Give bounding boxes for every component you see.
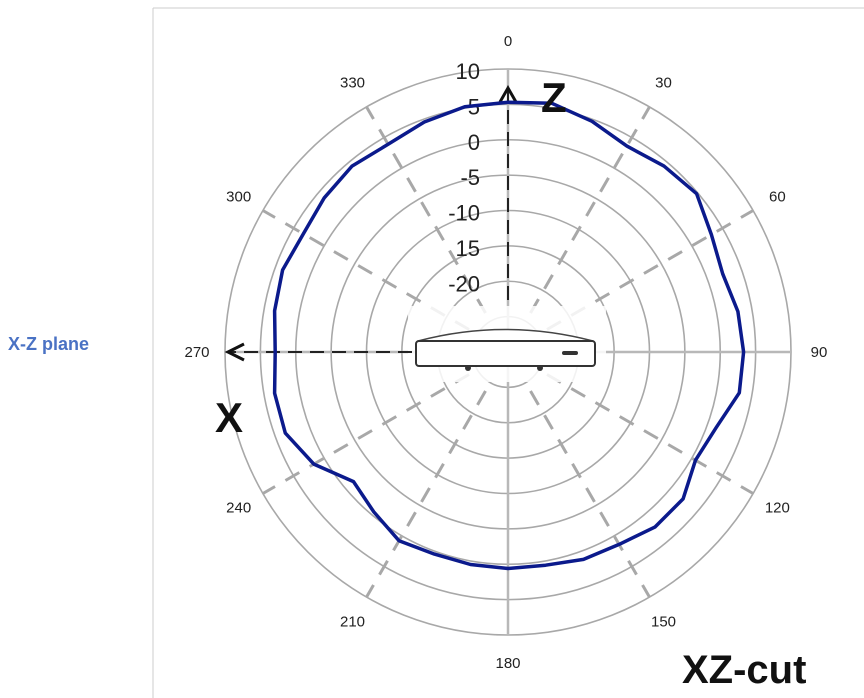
grid-spoke bbox=[529, 106, 651, 314]
chart-title: XZ-cut bbox=[682, 648, 806, 692]
angle-tick-label: 240 bbox=[226, 500, 251, 517]
angle-tick-label: 180 bbox=[495, 655, 520, 672]
radial-tick-label: -5 bbox=[460, 165, 480, 190]
angle-tick-label: 90 bbox=[811, 344, 828, 361]
grid-spoke bbox=[365, 106, 487, 314]
axis-arrows bbox=[224, 84, 518, 362]
angle-tick-label: 300 bbox=[226, 189, 251, 206]
angle-tick-label: 30 bbox=[655, 75, 672, 92]
grid-spoke bbox=[365, 390, 487, 598]
x-arrow-head bbox=[224, 342, 245, 362]
angle-tick-label: 270 bbox=[184, 344, 209, 361]
grid-spoke bbox=[529, 390, 651, 598]
axis-z-label: Z bbox=[541, 74, 567, 121]
angle-tick-label: 150 bbox=[651, 613, 676, 630]
angle-tick-label: 330 bbox=[340, 75, 365, 92]
plane-label: X-Z plane bbox=[8, 334, 90, 354]
grid-spoke bbox=[262, 373, 470, 495]
grid-spoke bbox=[546, 373, 754, 495]
device-icon bbox=[408, 306, 606, 382]
axis-x-label: X bbox=[215, 394, 243, 441]
radial-tick-label: -10 bbox=[448, 201, 480, 226]
z-arrow-head bbox=[498, 84, 518, 103]
radial-tick-label: 10 bbox=[456, 59, 480, 84]
radial-tick-label: 0 bbox=[468, 130, 480, 155]
angle-tick-label: 210 bbox=[340, 613, 365, 630]
angle-tick-label: 120 bbox=[765, 500, 790, 517]
angle-tick-label: 60 bbox=[769, 189, 786, 206]
radial-tick-label: 15 bbox=[456, 236, 480, 261]
series-line-xz bbox=[272, 100, 746, 571]
radial-tick-label: -20 bbox=[448, 271, 480, 296]
angle-tick-label: 0 bbox=[504, 33, 512, 50]
